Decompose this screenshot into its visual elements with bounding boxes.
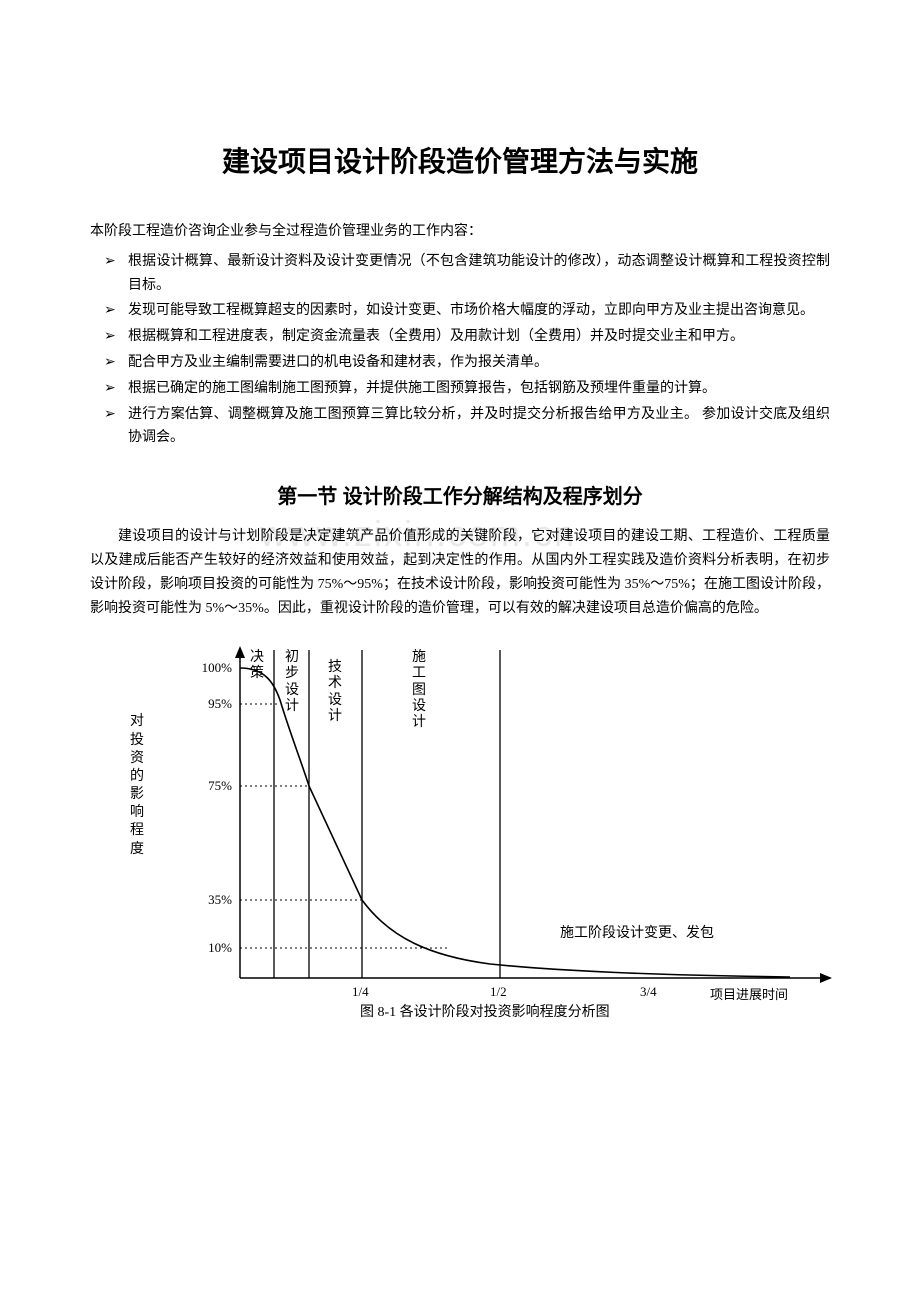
- bullet-item: ➢进行方案估算、调整概算及施工图预算三算比较分析，并及时提交分析报告给甲方及业主…: [98, 403, 830, 451]
- bullet-item: ➢根据已确定的施工图编制施工图预算，并提供施工图预算报告，包括钢筋及预埋件重量的…: [98, 377, 830, 401]
- x-axis-label: 项目进展时间: [710, 984, 788, 1003]
- phase-label: 技术设计: [328, 660, 342, 724]
- bullet-item: ➢根据概算和工程进度表，制定资金流量表（全费用）及用款计划（全费用）并及时提交业…: [98, 325, 830, 349]
- chart-caption: 图 8-1 各设计阶段对投资影响程度分析图: [360, 1001, 610, 1021]
- bullet-marker-icon: ➢: [98, 299, 128, 323]
- bullet-marker-icon: ➢: [98, 377, 128, 401]
- bullet-text: 根据设计概算、最新设计资料及设计变更情况（不包含建筑功能设计的修改），动态调整设…: [128, 250, 830, 298]
- intro-text: 本阶段工程造价咨询企业参与全过程造价管理业务的工作内容：: [90, 220, 830, 244]
- y-tick-label: 100%: [182, 660, 232, 676]
- x-tick-label: 1/4: [352, 984, 369, 1000]
- bullet-text: 根据概算和工程进度表，制定资金流量表（全费用）及用款计划（全费用）并及时提交业主…: [128, 325, 830, 349]
- bullet-text: 进行方案估算、调整概算及施工图预算三算比较分析，并及时提交分析报告给甲方及业主。…: [128, 403, 830, 451]
- bullet-item: ➢根据设计概算、最新设计资料及设计变更情况（不包含建筑功能设计的修改），动态调整…: [98, 250, 830, 298]
- body-paragraph: 建设项目的设计与计划阶段是决定建筑产品价值形成的关键阶段，它对建设项目的建设工期…: [90, 525, 830, 620]
- bullet-marker-icon: ➢: [98, 351, 128, 375]
- bullet-marker-icon: ➢: [98, 403, 128, 451]
- phase-label: 施工图设计: [412, 650, 426, 730]
- y-tick-label: 75%: [182, 778, 232, 794]
- section-title: 第一节 设计阶段工作分解结构及程序划分: [90, 480, 830, 509]
- y-tick-label: 35%: [182, 892, 232, 908]
- x-tick-label: 1/2: [490, 984, 507, 1000]
- phase-label: 决策: [250, 650, 264, 682]
- bullet-item: ➢配合甲方及业主编制需要进口的机电设备和建材表，作为报关清单。: [98, 351, 830, 375]
- bullet-text: 根据已确定的施工图编制施工图预算，并提供施工图预算报告，包括钢筋及预埋件重量的计…: [128, 377, 830, 401]
- bullet-marker-icon: ➢: [98, 250, 128, 298]
- x-tick-label: 3/4: [640, 984, 657, 1000]
- influence-chart: 对投资的影响程度 100%95%75%35%10% 决策初步设计技术设计施工图设…: [90, 638, 830, 1058]
- bullet-item: ➢发现可能导致工程概算超支的因素时，如设计变更、市场价格大幅度的浮动，立即向甲方…: [98, 299, 830, 323]
- bullet-text: 配合甲方及业主编制需要进口的机电设备和建材表，作为报关清单。: [128, 351, 830, 375]
- y-tick-label: 10%: [182, 940, 232, 956]
- phase-label: 初步设计: [285, 650, 299, 714]
- bullet-text: 发现可能导致工程概算超支的因素时，如设计变更、市场价格大幅度的浮动，立即向甲方及…: [128, 299, 830, 323]
- page-title: 建设项目设计阶段造价管理方法与实施: [90, 140, 830, 180]
- chart-annotation: 施工阶段设计变更、发包: [560, 922, 714, 942]
- y-tick-label: 95%: [182, 696, 232, 712]
- bullet-list: ➢根据设计概算、最新设计资料及设计变更情况（不包含建筑功能设计的修改），动态调整…: [98, 250, 830, 450]
- bullet-marker-icon: ➢: [98, 325, 128, 349]
